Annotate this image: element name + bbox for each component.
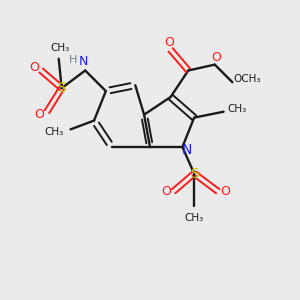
Text: CH₃: CH₃: [227, 104, 247, 114]
Text: O: O: [164, 36, 174, 49]
Text: S: S: [190, 167, 199, 181]
Text: N: N: [182, 143, 192, 157]
Text: O: O: [211, 51, 221, 64]
Text: CH₃: CH₃: [45, 127, 64, 137]
Text: S: S: [57, 81, 66, 95]
Text: CH₃: CH₃: [184, 213, 204, 223]
Text: O: O: [220, 185, 230, 198]
Text: O: O: [34, 108, 44, 121]
Text: O: O: [29, 61, 39, 74]
Text: H: H: [69, 55, 78, 65]
Text: N: N: [79, 55, 88, 68]
Text: CH₃: CH₃: [51, 44, 70, 53]
Text: OCH₃: OCH₃: [233, 74, 261, 84]
Text: O: O: [161, 185, 171, 198]
